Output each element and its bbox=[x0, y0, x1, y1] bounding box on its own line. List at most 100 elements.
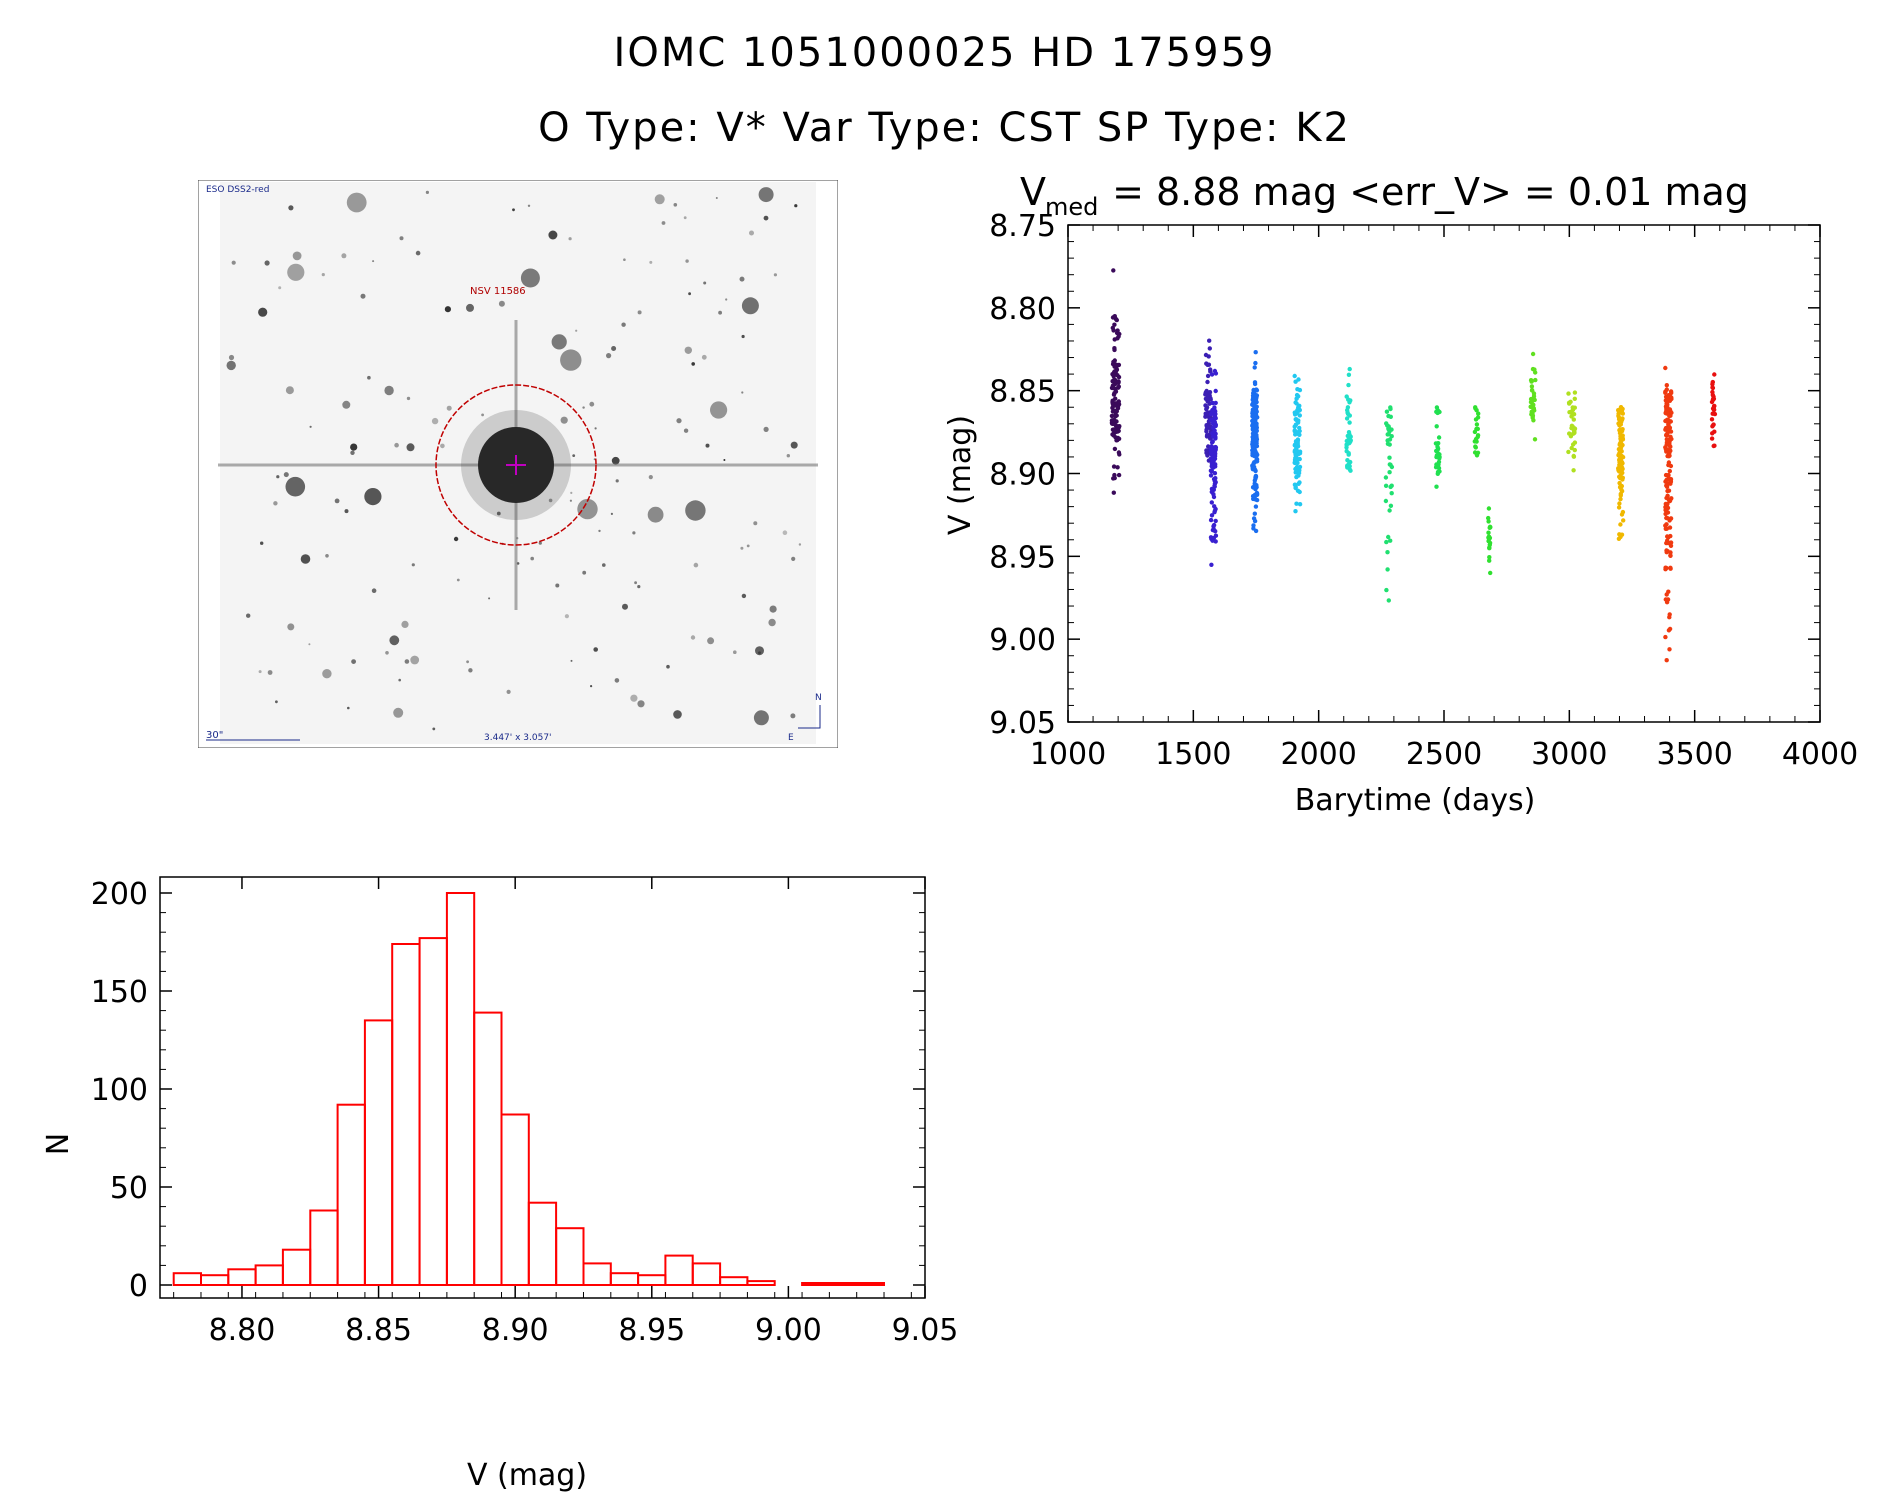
lc-point bbox=[1667, 450, 1672, 456]
lc-point bbox=[1253, 360, 1258, 366]
field-star bbox=[401, 620, 409, 628]
field-star bbox=[555, 583, 560, 588]
lc-point bbox=[1710, 423, 1716, 428]
lc-point bbox=[1532, 367, 1537, 372]
lc-point bbox=[1668, 516, 1674, 521]
lc-point bbox=[1388, 406, 1393, 412]
lc-point bbox=[1211, 434, 1216, 439]
lc-xtick-label: 3500 bbox=[1656, 737, 1732, 772]
field-star bbox=[676, 418, 682, 424]
lc-point bbox=[1568, 434, 1574, 439]
lc-point bbox=[1667, 428, 1673, 434]
lc-point bbox=[1113, 414, 1118, 419]
field-star bbox=[322, 669, 332, 679]
lc-point bbox=[1204, 389, 1209, 394]
lc-point bbox=[1475, 415, 1481, 420]
hist-bar bbox=[746, 1280, 776, 1287]
hist-xlabel: V (mag) bbox=[467, 1458, 587, 1493]
lc-point bbox=[1205, 396, 1210, 401]
lc-title-sub: med bbox=[1045, 193, 1098, 221]
hist-bar bbox=[309, 1209, 339, 1286]
lc-point bbox=[1205, 373, 1211, 379]
hist-xtick-label: 8.85 bbox=[345, 1313, 412, 1348]
chart-title-line2: O Type: V* Var Type: CST SP Type: K2 bbox=[538, 105, 1351, 151]
lc-point bbox=[1387, 429, 1392, 434]
lc-point bbox=[1111, 476, 1116, 481]
lc-point bbox=[1112, 322, 1117, 327]
lc-point bbox=[1251, 526, 1256, 531]
lc-point bbox=[1667, 626, 1673, 632]
hist-bar bbox=[691, 1262, 722, 1286]
lc-point bbox=[1532, 437, 1538, 442]
lc-point bbox=[1295, 488, 1301, 493]
lc-point bbox=[1252, 413, 1258, 418]
lc-point bbox=[1474, 453, 1480, 458]
field-star bbox=[718, 310, 722, 315]
lc-point bbox=[1666, 488, 1672, 493]
light-curve-chart: V med = 8.88 mag <err_V> = 0.01 mag Bary… bbox=[943, 170, 1858, 818]
lc-point bbox=[1387, 508, 1392, 513]
lc-point bbox=[1109, 413, 1115, 419]
field-star bbox=[715, 197, 718, 199]
field-star bbox=[666, 664, 670, 669]
lc-point bbox=[1668, 434, 1673, 439]
lc-point bbox=[1115, 373, 1120, 378]
lc-point bbox=[1205, 410, 1210, 415]
lc-point bbox=[1344, 449, 1349, 454]
lc-point bbox=[1389, 434, 1394, 439]
lc-point bbox=[1710, 382, 1715, 387]
lc-point bbox=[1294, 417, 1299, 422]
lc-point bbox=[1669, 410, 1674, 415]
field-star bbox=[285, 476, 306, 497]
lc-point bbox=[1208, 535, 1214, 540]
lc-point bbox=[1665, 515, 1670, 521]
field-star bbox=[615, 479, 619, 483]
lc-point bbox=[1383, 498, 1389, 504]
lc-point bbox=[1383, 483, 1389, 488]
field-star bbox=[606, 353, 612, 359]
hist-bar bbox=[801, 1282, 831, 1286]
field-star bbox=[372, 260, 375, 263]
field-star bbox=[648, 475, 653, 480]
field-star bbox=[341, 253, 347, 259]
lc-point bbox=[1567, 410, 1572, 415]
lc-point bbox=[1253, 468, 1258, 474]
lc-point bbox=[1254, 393, 1260, 398]
field-star bbox=[755, 646, 764, 656]
lc-point bbox=[1208, 517, 1214, 523]
lc-point bbox=[1212, 407, 1217, 412]
lc-point bbox=[1434, 462, 1439, 467]
lc-point bbox=[1572, 447, 1577, 453]
lc-point bbox=[1112, 408, 1118, 413]
field-star bbox=[637, 310, 642, 315]
lc-point bbox=[1207, 338, 1212, 343]
lc-point bbox=[1668, 543, 1674, 548]
lc-ytick-label: 8.85 bbox=[989, 375, 1056, 410]
field-star bbox=[283, 472, 289, 478]
field-star bbox=[684, 346, 692, 354]
field-star bbox=[685, 500, 706, 521]
lc-point bbox=[1116, 334, 1121, 339]
lc-point bbox=[1203, 403, 1208, 408]
lc-point bbox=[1253, 428, 1258, 433]
field-star bbox=[673, 203, 678, 207]
field-star bbox=[347, 706, 350, 710]
field-star bbox=[498, 300, 505, 307]
lc-point bbox=[1294, 392, 1300, 398]
field-star bbox=[569, 499, 572, 502]
field-star bbox=[367, 375, 371, 380]
hist-bar bbox=[363, 1019, 394, 1286]
field-star bbox=[389, 635, 400, 646]
lc-point bbox=[1116, 380, 1121, 385]
field-star bbox=[527, 204, 531, 207]
lc-point bbox=[1388, 484, 1393, 490]
lc-point bbox=[1668, 463, 1674, 469]
lc-point bbox=[1209, 450, 1214, 455]
lc-point bbox=[1347, 441, 1352, 446]
field-star bbox=[393, 707, 404, 718]
lc-point bbox=[1663, 505, 1668, 510]
lc-point bbox=[1204, 406, 1209, 412]
lc-point bbox=[1293, 470, 1298, 475]
lc-point bbox=[1116, 402, 1122, 407]
lc-point bbox=[1669, 395, 1674, 400]
